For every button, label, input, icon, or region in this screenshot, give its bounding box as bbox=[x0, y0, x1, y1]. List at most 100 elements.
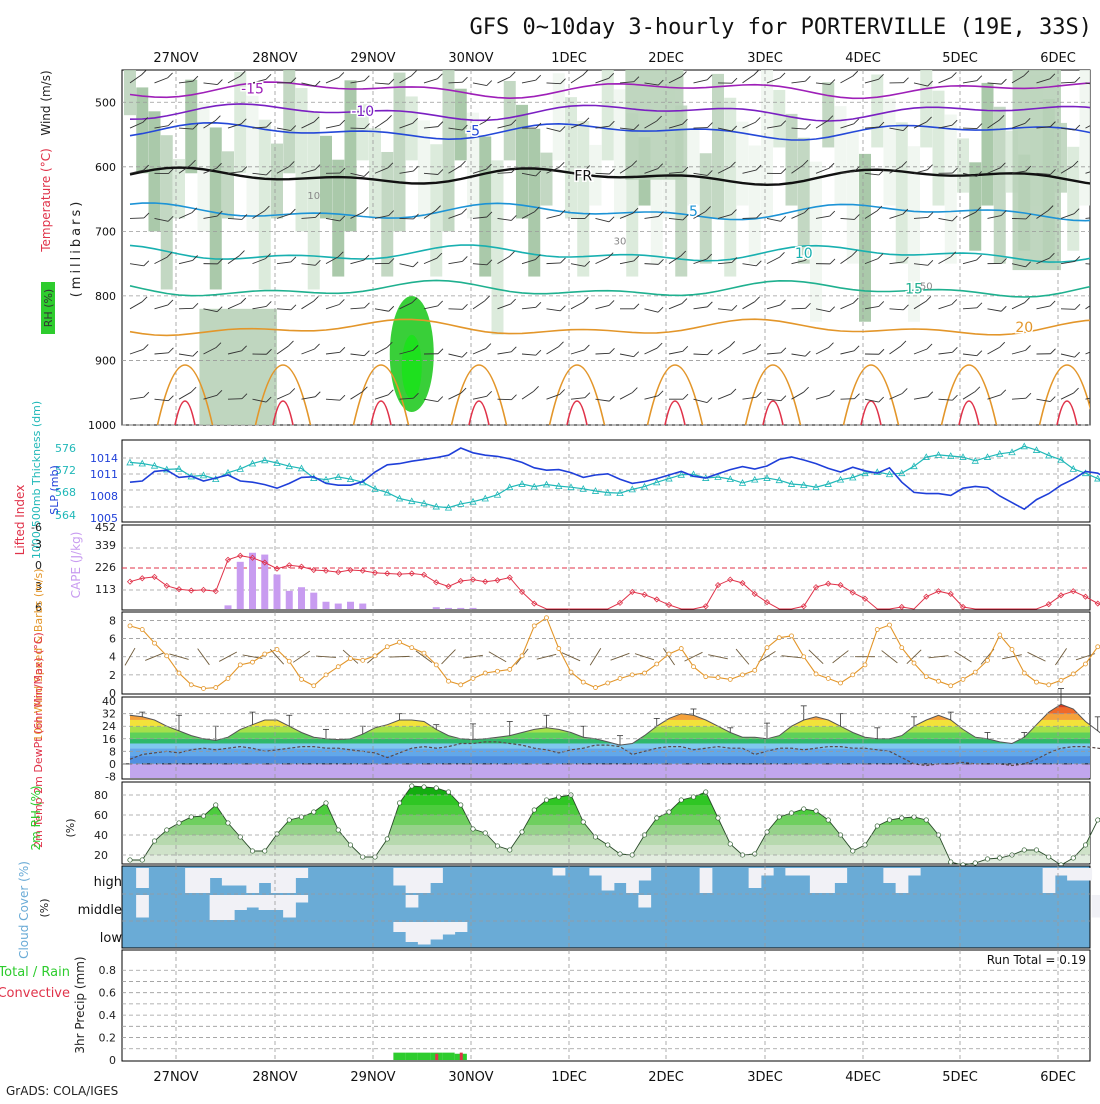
rh-shade-cell bbox=[479, 136, 491, 276]
wind-speed-point bbox=[459, 683, 463, 687]
wind-speed-point bbox=[716, 676, 720, 680]
wind-speed-point bbox=[140, 628, 144, 632]
wind-speed-point bbox=[263, 652, 267, 656]
wind-speed-point bbox=[373, 654, 377, 658]
wind-speed-point bbox=[912, 661, 916, 665]
date-label-top: 30NOV bbox=[448, 51, 493, 66]
ylabel-thickness: 1000-500mb Thickness (dm) bbox=[30, 401, 43, 559]
cloud-cell-high bbox=[1043, 868, 1056, 893]
cape-bar bbox=[335, 604, 342, 609]
rh-contour-label: 10 bbox=[307, 191, 320, 202]
cloud-cell-high bbox=[908, 868, 921, 876]
rh-tick-label: 40 bbox=[94, 829, 108, 842]
rh-point bbox=[152, 839, 156, 843]
cloud-cell-low bbox=[393, 922, 406, 932]
run-total: Run Total = 0.19 bbox=[987, 953, 1086, 967]
precip-panel-frame bbox=[122, 950, 1090, 1061]
rh-shade-cell bbox=[871, 75, 883, 148]
wind-speed-point bbox=[1010, 647, 1014, 651]
wind-speed-point bbox=[569, 670, 573, 674]
cloud-cell-high bbox=[393, 868, 406, 886]
rh-shade-cell bbox=[957, 138, 969, 192]
rh-shade-cell bbox=[982, 83, 994, 206]
rh-point bbox=[1022, 848, 1026, 852]
ylabel-3hr-precip: 3hr Precip (mm) bbox=[73, 956, 87, 1053]
wind-speed-point bbox=[1084, 662, 1088, 666]
wind-speed-point bbox=[765, 646, 769, 650]
wind-speed-point bbox=[447, 679, 451, 683]
wind-speed-point bbox=[226, 676, 230, 680]
rh-point bbox=[851, 849, 855, 853]
date-label-top: 3DEC bbox=[747, 51, 783, 66]
rh-shade-cell bbox=[749, 146, 761, 264]
pressure-tick-label: 700 bbox=[95, 225, 116, 238]
isotherm-label: 20 bbox=[1015, 320, 1033, 336]
rh-shade-cell bbox=[1080, 67, 1092, 205]
rh-saturated-core-inner bbox=[402, 335, 422, 399]
wind-tick-label: 6 bbox=[109, 633, 116, 646]
date-label-bottom: 29NOV bbox=[350, 1070, 395, 1085]
wind-speed-point bbox=[790, 634, 794, 638]
rh-point bbox=[410, 784, 414, 788]
wind-speed-point bbox=[667, 652, 671, 656]
cloud-cell-middle bbox=[210, 895, 223, 920]
wind-speed-point bbox=[998, 633, 1002, 637]
wind-speed-point bbox=[336, 665, 340, 669]
wind-speed-point bbox=[900, 646, 904, 650]
wind-speed-point bbox=[385, 645, 389, 649]
temp-tick-label: 8 bbox=[109, 745, 116, 758]
cape-bar bbox=[359, 604, 366, 609]
cape-bar bbox=[470, 608, 477, 609]
rh-point bbox=[900, 816, 904, 820]
rh-shade-cell bbox=[724, 98, 736, 277]
wind-speed-point bbox=[128, 624, 132, 628]
thickness-tick-label: 576 bbox=[55, 442, 76, 455]
wind-speed-point bbox=[839, 681, 843, 685]
date-label-bottom: 2DEC bbox=[648, 1070, 684, 1085]
rh-point bbox=[348, 843, 352, 847]
wind-speed-point bbox=[545, 616, 549, 620]
rh-shade-cell bbox=[247, 96, 259, 232]
rh-point bbox=[753, 852, 757, 856]
rh-shade-cell bbox=[565, 97, 577, 218]
rh-point bbox=[446, 790, 450, 794]
ylabel-rh: RH (%) bbox=[42, 289, 55, 327]
wind-speed-point bbox=[692, 665, 696, 669]
cloud-cell-high bbox=[210, 868, 223, 878]
rh-point bbox=[618, 852, 622, 856]
rh-unit-label: (%) bbox=[64, 818, 77, 837]
isotherm-label: FR bbox=[574, 169, 592, 185]
rh-shade-cell bbox=[761, 66, 773, 218]
cloud-cell-high bbox=[222, 868, 235, 886]
wind-speed-point bbox=[1071, 672, 1075, 676]
rh-shade-cell bbox=[847, 130, 859, 264]
rh-shade-cell bbox=[994, 107, 1006, 264]
wind-speed-point bbox=[324, 673, 328, 677]
date-label-bottom: 30NOV bbox=[448, 1070, 493, 1085]
cloud-cell-high bbox=[834, 868, 847, 883]
date-label-top: 1DEC bbox=[551, 51, 587, 66]
wind-speed-point bbox=[1022, 671, 1026, 675]
cape-tick-label: 226 bbox=[95, 561, 116, 574]
rain-bar bbox=[406, 1053, 418, 1060]
wind-speed-point bbox=[508, 667, 512, 671]
cloud-cell-middle bbox=[259, 895, 272, 910]
rh-shade-cell bbox=[161, 135, 173, 289]
cloud-cell-high bbox=[185, 868, 198, 893]
rh-point bbox=[606, 843, 610, 847]
rh-point bbox=[863, 843, 867, 847]
wind-speed-point bbox=[361, 658, 365, 662]
wind-speed-point bbox=[300, 677, 304, 681]
wind-speed-point bbox=[863, 663, 867, 667]
precip-tick-label: 0.2 bbox=[99, 1032, 117, 1045]
cloud-cell-low bbox=[418, 922, 431, 945]
cloud-cell-high bbox=[896, 868, 909, 893]
temp-tick-label: 0 bbox=[109, 758, 116, 771]
rh-point bbox=[949, 860, 953, 864]
wind-speed-point bbox=[643, 671, 647, 675]
rh-point bbox=[177, 821, 181, 825]
rh-shade-cell bbox=[210, 127, 222, 289]
rh-shade-cell bbox=[798, 138, 810, 264]
cloud-level-label: middle bbox=[78, 903, 122, 918]
